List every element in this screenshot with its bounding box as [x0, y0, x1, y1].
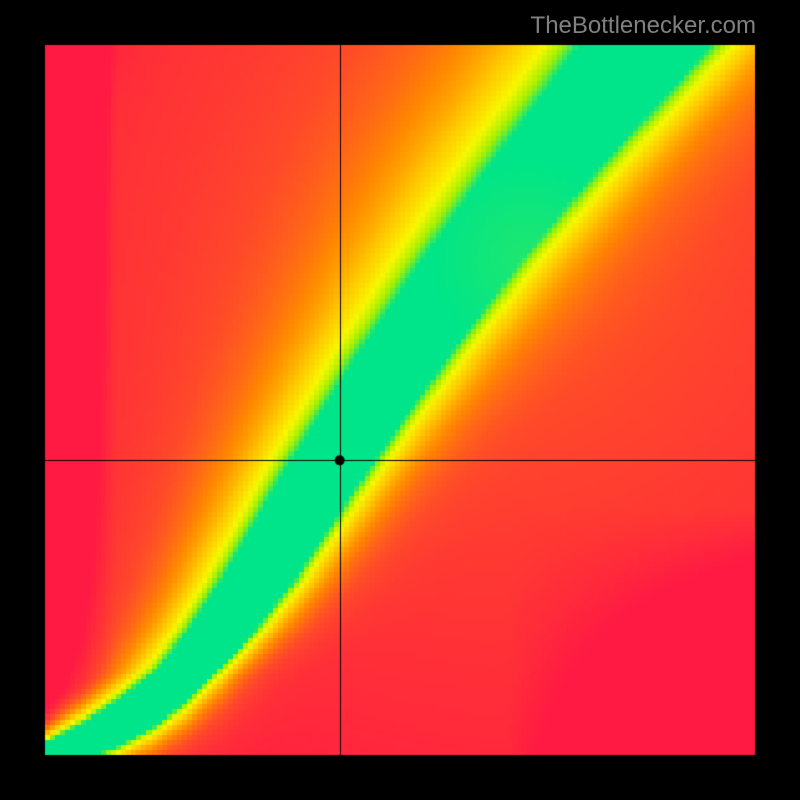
watermark-text: TheBottlenecker.com — [531, 12, 756, 40]
bottleneck-heatmap — [0, 0, 800, 800]
chart-container: TheBottlenecker.com — [0, 0, 800, 800]
